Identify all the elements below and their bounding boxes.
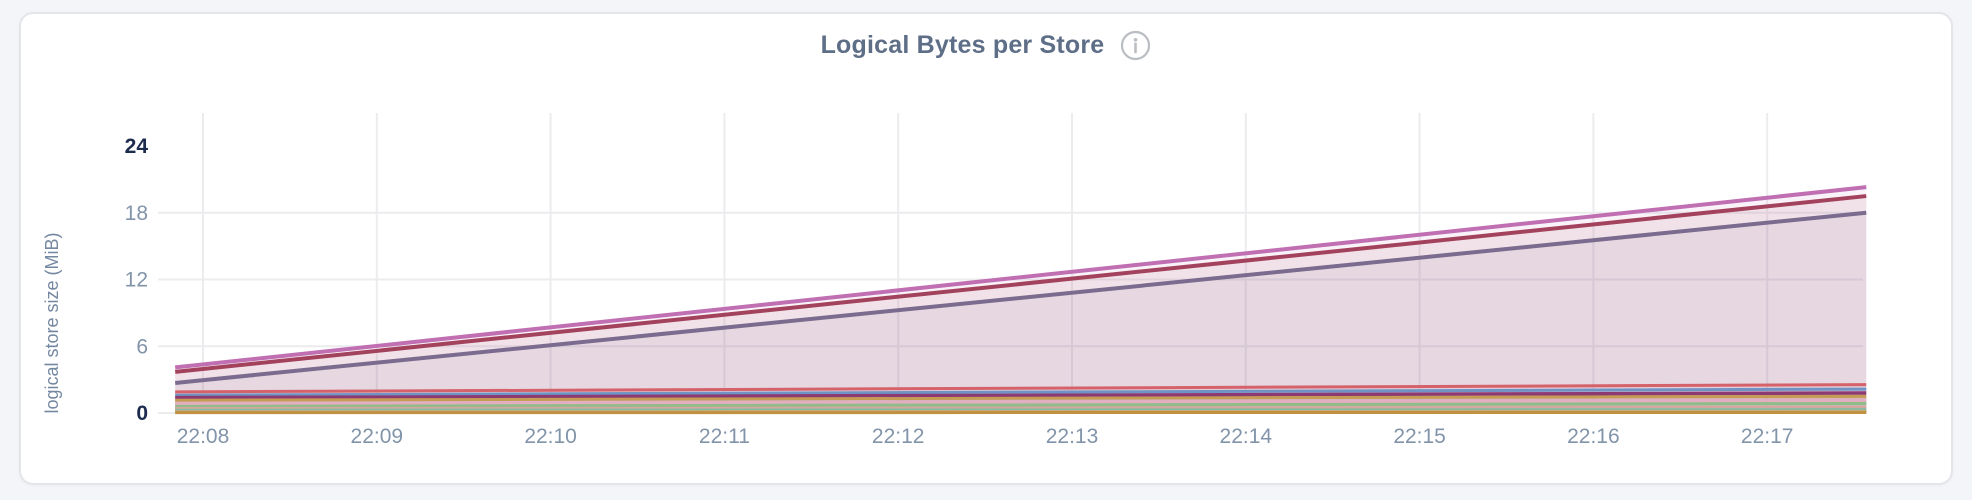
x-axis-tick-label: 22:16: [1567, 425, 1620, 448]
x-axis-tick-label: 22:14: [1220, 425, 1273, 448]
x-axis-tick-label: 22:15: [1393, 425, 1446, 448]
series-green-line: [175, 402, 1867, 408]
x-axis-tick-label: 22:12: [872, 425, 925, 448]
chart-title: Logical Bytes per Store: [820, 31, 1105, 59]
chart-header: Logical Bytes per Store: [0, 30, 1972, 61]
series-slate-line: [174, 210, 1867, 385]
x-axis-tick-label: 22:13: [1046, 425, 1099, 448]
y-axis-tick-label: 24: [125, 135, 149, 158]
series-slate-area: [175, 212, 1867, 413]
x-axis-tick-label: 22:10: [524, 425, 577, 448]
series-salmon-line: [175, 383, 1867, 394]
series-maroon-area: [175, 196, 1867, 413]
y-axis-tick-label: 6: [136, 335, 148, 358]
series-rose-tan-line: [175, 405, 1867, 411]
y-axis-tick-label: 18: [125, 202, 148, 225]
x-axis-tick-label: 22:11: [699, 425, 750, 448]
series-gold-line: [175, 394, 1867, 402]
y-axis-title: logical store size (MiB): [42, 232, 62, 413]
series-steel-blue-line: [175, 387, 1867, 397]
info-icon[interactable]: [1120, 30, 1151, 61]
x-axis-tick-label: 22:09: [351, 425, 404, 448]
x-axis-tick-label: 22:08: [177, 425, 230, 448]
y-axis-tick-label: 0: [136, 402, 148, 425]
series-light-pink-line: [175, 398, 1867, 406]
x-axis-tick-label: 22:17: [1741, 425, 1794, 448]
series-orchid-line: [174, 185, 1867, 370]
series-orchid-area: [175, 187, 1867, 413]
series-maroon-line: [174, 194, 1867, 374]
y-axis-tick-label: 12: [125, 269, 148, 292]
series-magenta-line: [175, 391, 1867, 400]
